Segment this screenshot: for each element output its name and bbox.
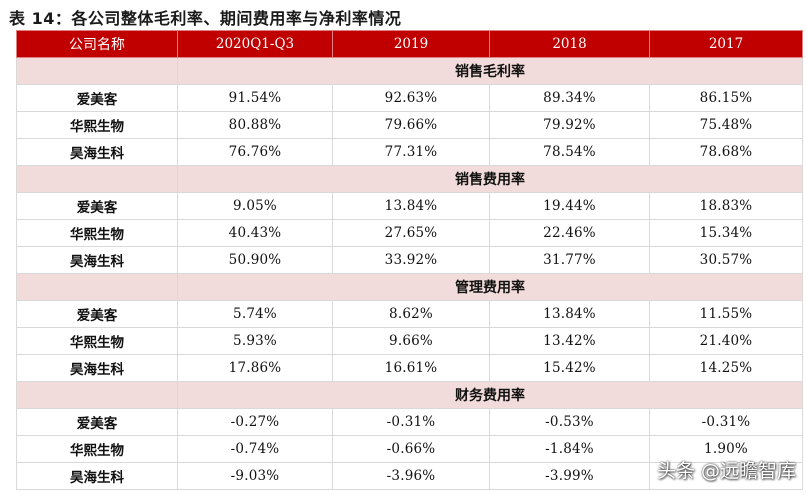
value-cell: -0.31% [332, 408, 490, 436]
watermark-text: 头条 @远瞻智库 [656, 460, 796, 482]
value-cell: -9.03% [177, 462, 333, 490]
value-cell: 33.92% [332, 246, 490, 274]
company-name-cell: 昊海生科 [16, 246, 178, 274]
value-cell: 75.48% [649, 111, 803, 139]
company-name-cell: 爱美客 [16, 300, 178, 328]
section-header-blank-cell [16, 57, 178, 85]
table-row: 华熙生物 40.43% 27.65% 22.46% 15.34% [16, 219, 803, 247]
value-cell: 40.43% [177, 219, 333, 247]
value-cell: 17.86% [177, 354, 333, 382]
table-row: 昊海生科 -9.03% -3.96% -3.99% [16, 462, 803, 490]
table-row: 爱美客 91.54% 92.63% 89.34% 86.15% [16, 84, 803, 112]
table-row: 华熙生物 5.93% 9.66% 13.42% 21.40% [16, 327, 803, 355]
column-header-2017: 2017 [649, 30, 803, 58]
section-title: 销售毛利率 [177, 57, 803, 85]
table-title: 表 14：各公司整体毛利率、期间费用率与净利率情况 [9, 9, 402, 28]
value-cell: -0.31% [649, 408, 803, 436]
value-cell: 76.76% [177, 138, 333, 166]
value-cell: 16.61% [332, 354, 490, 382]
section-header-blank-cell [16, 165, 178, 193]
value-cell: -1.84% [489, 435, 650, 463]
section-header-blank-cell [16, 273, 178, 301]
value-cell: 27.65% [332, 219, 490, 247]
table-row: 华熙生物 80.88% 79.66% 79.92% 75.48% [16, 111, 803, 139]
table-row: 昊海生科 76.76% 77.31% 78.54% 78.68% [16, 138, 803, 166]
value-cell: 79.66% [332, 111, 490, 139]
company-name-cell: 华熙生物 [16, 435, 178, 463]
value-cell: 89.34% [489, 84, 650, 112]
value-cell: 31.77% [489, 246, 650, 274]
section-header-row: 销售费用率 [16, 165, 803, 193]
value-cell: 8.62% [332, 300, 490, 328]
company-name-cell: 爱美客 [16, 192, 178, 220]
value-cell: 13.84% [332, 192, 490, 220]
section-header-blank-cell [16, 381, 178, 409]
column-header-2018: 2018 [489, 30, 650, 58]
value-cell: 5.74% [177, 300, 333, 328]
company-name-cell: 昊海生科 [16, 462, 178, 490]
table-row: 华熙生物 -0.74% -0.66% -1.84% 1.90% [16, 435, 803, 463]
table-row: 爱美客 -0.27% -0.31% -0.53% -0.31% [16, 408, 803, 436]
value-cell: 92.63% [332, 84, 490, 112]
financial-ratio-table: 公司名称 2020Q1-Q3 2019 2018 2017 销售毛利率 爱美客 91… [16, 30, 803, 490]
value-cell: 13.84% [489, 300, 650, 328]
value-cell: 30.57% [649, 246, 803, 274]
table-row: 昊海生科 50.90% 33.92% 31.77% 30.57% [16, 246, 803, 274]
value-cell: 50.90% [177, 246, 333, 274]
value-cell: -0.66% [332, 435, 490, 463]
section-header-row: 财务费用率 [16, 381, 803, 409]
company-name-cell: 华熙生物 [16, 219, 178, 247]
value-cell: -0.53% [489, 408, 650, 436]
value-cell: 15.34% [649, 219, 803, 247]
value-cell: 11.55% [649, 300, 803, 328]
section-title: 销售费用率 [177, 165, 803, 193]
value-cell: 78.68% [649, 138, 803, 166]
section-header-row: 销售毛利率 [16, 57, 803, 85]
company-name-cell: 昊海生科 [16, 354, 178, 382]
table-row: 爱美客 5.74% 8.62% 13.84% 11.55% [16, 300, 803, 328]
value-cell: 9.66% [332, 327, 490, 355]
value-cell: -0.74% [177, 435, 333, 463]
value-cell: 78.54% [489, 138, 650, 166]
company-name-cell: 昊海生科 [16, 138, 178, 166]
value-cell: 18.83% [649, 192, 803, 220]
value-cell: 1.90% [649, 435, 803, 463]
section-title: 管理费用率 [177, 273, 803, 301]
value-cell: 86.15% [649, 84, 803, 112]
company-name-cell: 华熙生物 [16, 327, 178, 355]
company-name-cell: 爱美客 [16, 408, 178, 436]
value-cell: 15.42% [489, 354, 650, 382]
table-row: 昊海生科 17.86% 16.61% 15.42% 14.25% [16, 354, 803, 382]
value-cell [649, 462, 803, 490]
value-cell: 13.42% [489, 327, 650, 355]
column-header-company: 公司名称 [16, 30, 178, 58]
column-header-2020q1-q3: 2020Q1-Q3 [177, 30, 333, 58]
value-cell: 21.40% [649, 327, 803, 355]
value-cell: 79.92% [489, 111, 650, 139]
table-row: 爱美客 9.05% 13.84% 19.44% 18.83% [16, 192, 803, 220]
column-header-2019: 2019 [332, 30, 490, 58]
value-cell: 77.31% [332, 138, 490, 166]
value-cell: 22.46% [489, 219, 650, 247]
table-header-row: 公司名称 2020Q1-Q3 2019 2018 2017 [16, 30, 803, 58]
value-cell: 9.05% [177, 192, 333, 220]
value-cell: 91.54% [177, 84, 333, 112]
section-header-row: 管理费用率 [16, 273, 803, 301]
company-name-cell: 爱美客 [16, 84, 178, 112]
section-title: 财务费用率 [177, 381, 803, 409]
company-name-cell: 华熙生物 [16, 111, 178, 139]
value-cell: 80.88% [177, 111, 333, 139]
value-cell: -3.96% [332, 462, 490, 490]
value-cell: 14.25% [649, 354, 803, 382]
value-cell: 19.44% [489, 192, 650, 220]
value-cell: 5.93% [177, 327, 333, 355]
value-cell: -3.99% [489, 462, 650, 490]
value-cell: -0.27% [177, 408, 333, 436]
